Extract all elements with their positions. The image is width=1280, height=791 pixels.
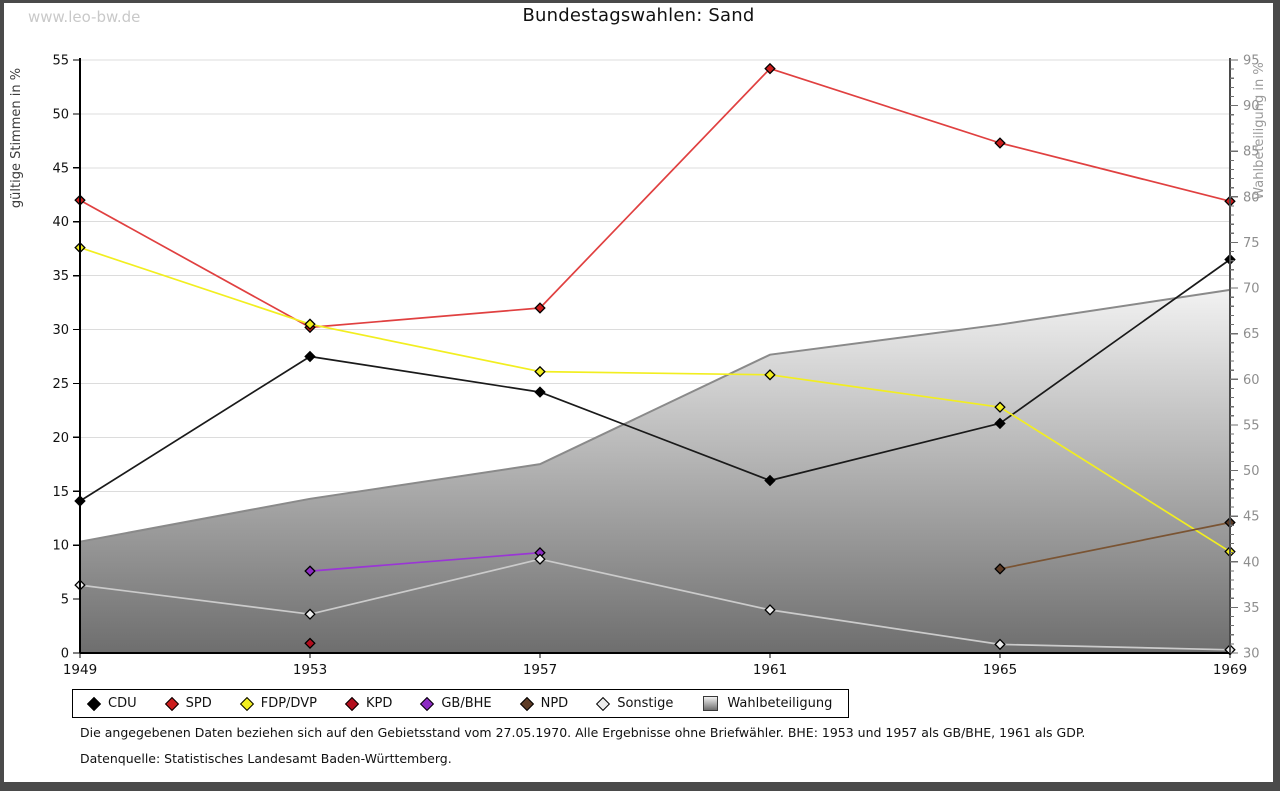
right-tick-label: 30 [1243, 647, 1260, 662]
data-point-sonstige-1965 [994, 638, 1006, 651]
footnote-gebietsstand: Die angegebenen Daten beziehen sich auf … [80, 725, 1086, 740]
legend-label: GB/BHE [441, 696, 492, 711]
series-gb-bhe [304, 547, 546, 577]
right-tick-label: 60 [1243, 373, 1260, 388]
data-point-cdu-1965 [994, 417, 1006, 430]
series-sonstige [74, 553, 1236, 656]
right-tick-label: 75 [1243, 236, 1260, 251]
legend-diamond-marker [239, 696, 254, 711]
left-axis-title: gültige Stimmen in % [9, 68, 24, 208]
legend-diamond-marker [86, 696, 102, 711]
left-tick-label: 10 [52, 539, 69, 554]
legend-label: NPD [540, 696, 569, 711]
footnote-datenquelle: Datenquelle: Statistisches Landesamt Bad… [80, 751, 452, 766]
year-tick-label: 1949 [63, 662, 97, 675]
left-tick-label: 45 [52, 161, 69, 176]
left-tick-label: 25 [52, 377, 69, 392]
legend-label: Sonstige [617, 696, 674, 711]
legend-item-sonstige: Sonstige [596, 696, 674, 711]
data-point-fdp-dvp-1965 [994, 401, 1006, 413]
watermark: www.leo-bw.de [28, 8, 141, 26]
legend-item-cdu: CDU [86, 696, 137, 711]
data-point-spd-1957 [534, 302, 546, 314]
year-tick-label: 1961 [753, 662, 787, 675]
right-tick-label: 90 [1243, 99, 1260, 114]
legend-label: FDP/DVP [260, 696, 317, 711]
legend-diamond-marker [344, 696, 360, 711]
right-axis-title: Wahlbeteiligung in % [1252, 62, 1267, 199]
legend-item-npd: NPD [519, 696, 569, 711]
legend-label: Wahlbeteiligung [727, 696, 833, 711]
left-tick-label: 30 [52, 323, 69, 338]
legend-item-spd: SPD [164, 696, 212, 711]
right-tick-label: 95 [1243, 54, 1260, 69]
data-point-sonstige-1961 [764, 604, 776, 616]
data-point-cdu-1957 [534, 386, 546, 398]
year-tick-label: 1965 [983, 662, 1017, 675]
wahlbeteiligung-area [80, 289, 1230, 653]
right-tick-label: 45 [1243, 510, 1260, 525]
left-tick-label: 50 [52, 107, 69, 122]
right-tick-label: 35 [1243, 601, 1260, 616]
wahlbeteiligung-edge [79, 288, 1231, 543]
left-tick-label: 15 [52, 485, 69, 500]
left-tick-label: 55 [52, 54, 69, 69]
data-point-sonstige-1953 [304, 608, 316, 620]
year-tick-label: 1953 [293, 662, 327, 675]
right-tick-label: 40 [1243, 555, 1260, 570]
data-point-spd-1965 [994, 137, 1006, 149]
legend-label: SPD [185, 696, 212, 711]
legend-diamond-marker [519, 696, 534, 711]
data-point-fdp-dvp-1961 [764, 369, 776, 381]
series-spd [74, 62, 1236, 334]
legend-diamond-marker [164, 696, 179, 711]
data-point-sonstige-1957 [534, 553, 546, 565]
right-tick-label: 80 [1243, 190, 1260, 205]
legend-label: CDU [108, 696, 137, 711]
legend-item-kpd: KPD [344, 696, 393, 711]
data-point-fdp-dvp-1957 [534, 365, 546, 378]
legend-label: KPD [365, 696, 393, 711]
data-point-cdu-1953 [304, 350, 316, 363]
right-tick-label: 50 [1243, 464, 1260, 479]
year-tick-label: 1957 [523, 662, 557, 675]
series-kpd [304, 637, 316, 650]
data-point-cdu-1961 [764, 474, 776, 487]
page-title: Bundestagswahlen: Sand [522, 5, 755, 26]
right-tick-label: 70 [1243, 282, 1260, 297]
legend-area-swatch [703, 696, 719, 711]
election-line-chart: 0 5 10 15 20 25 30 35 40 45 50 55 30 35 40 45 50 55 60 65 70… [9, 54, 1267, 676]
left-tick-label: 35 [52, 269, 69, 284]
data-point-kpd-1953 [304, 637, 316, 650]
left-tick-label: 40 [52, 215, 69, 230]
data-point-npd-1965 [994, 563, 1006, 575]
left-tick-label: 20 [52, 431, 69, 446]
legend-item-wahlbeteiligung: Wahlbeteiligung [703, 696, 832, 711]
left-tick-label: 0 [61, 647, 69, 662]
right-tick-label: 65 [1243, 327, 1260, 342]
year-tick-label: 1969 [1213, 662, 1247, 675]
right-tick-label: 55 [1243, 418, 1260, 433]
legend-diamond-marker [596, 696, 611, 711]
series-npd [994, 516, 1236, 575]
left-tick-label: 5 [61, 593, 69, 608]
chart-legend: CDU SPD FDP/DVP KPD GB/BHE NPD Sonstige Wahlbet… [72, 689, 850, 718]
data-point-gb-bhe-1953 [304, 565, 316, 577]
legend-item-gb-bhe: GB/BHE [420, 696, 492, 711]
legend-item-fdp-dvp: FDP/DVP [239, 696, 317, 711]
data-point-fdp-dvp-1953 [304, 318, 316, 330]
right-tick-label: 85 [1243, 145, 1260, 160]
legend-diamond-marker [420, 696, 435, 711]
data-point-spd-1961 [764, 62, 776, 75]
